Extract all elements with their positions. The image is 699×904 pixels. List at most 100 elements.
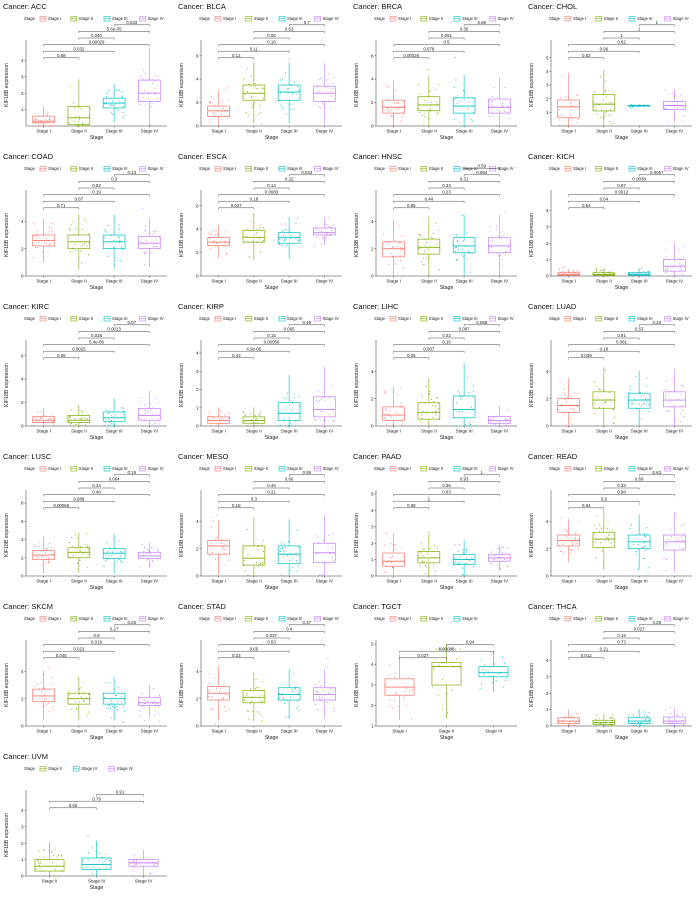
bracket-line [78, 31, 150, 33]
data-point [106, 867, 108, 869]
data-point [132, 869, 134, 871]
data-point [558, 268, 561, 270]
data-point [78, 106, 80, 108]
data-point [389, 699, 391, 701]
data-point [392, 246, 394, 248]
bracket-line [603, 337, 640, 340]
data-point [382, 563, 384, 565]
y-axis-label: KIF18B expression [529, 63, 535, 107]
data-point [322, 102, 324, 104]
bracket-line [78, 337, 115, 340]
data-point [154, 75, 156, 77]
data-point [331, 557, 333, 559]
legend-label: Stage II [48, 766, 62, 771]
data-point [255, 419, 257, 421]
data-point [644, 558, 646, 560]
data-point [597, 425, 599, 427]
pvalue-bracket: 0.62 [568, 40, 675, 47]
data-point [452, 666, 454, 668]
data-point [665, 380, 668, 382]
data-point [82, 125, 84, 127]
y-tick-label: 2 [371, 396, 374, 401]
legend-title: Stage [199, 316, 211, 321]
data-point [154, 710, 157, 712]
bracket-line [113, 324, 150, 327]
data-point [571, 423, 573, 425]
bracket-line [253, 337, 290, 340]
data-point [123, 407, 125, 409]
data-point [38, 124, 40, 127]
x-tick-label: Stage IV [491, 279, 510, 284]
data-point [465, 551, 468, 553]
data-point [644, 711, 646, 713]
data-point [247, 553, 249, 555]
box-stage-iii [452, 395, 476, 419]
data-point [250, 220, 252, 222]
x-axis-label: Stage [440, 735, 454, 741]
pvalue-label: 0.53 [635, 327, 644, 332]
legend-label: Stage I [398, 466, 411, 471]
data-point [72, 545, 74, 547]
data-point [425, 566, 427, 568]
data-point [457, 562, 460, 564]
pvalue-bracket: 0.68 [43, 53, 80, 60]
data-point [319, 418, 321, 420]
data-point [244, 699, 246, 702]
data-point [325, 86, 327, 88]
bracket-line [43, 57, 80, 60]
box-stage-i [207, 105, 230, 117]
data-point [469, 559, 471, 561]
legend-label: Stage III [287, 466, 303, 471]
box-stage-iv [663, 391, 686, 408]
pvalue-bracket: 0.019 [43, 640, 150, 647]
data-point [663, 557, 665, 559]
data-point [644, 535, 646, 537]
data-point [316, 400, 318, 402]
data-point [45, 238, 47, 240]
pvalue-bracket: 0.63 [253, 27, 325, 33]
data-point [226, 575, 228, 577]
pvalue-label: 1 [428, 496, 431, 501]
data-point [104, 228, 106, 231]
legend-label: Stage IV [673, 616, 689, 621]
bracket-line [253, 37, 290, 40]
data-point [635, 550, 637, 553]
y-tick-label: 5 [371, 642, 374, 647]
pvalue-bracket: 0.66 [253, 477, 325, 483]
y-tick-label: 3 [546, 83, 549, 88]
legend-label: Stage IV [148, 166, 164, 171]
x-tick-label: Stage I [211, 729, 226, 734]
pvalue-bracket: 0.084 [463, 170, 500, 177]
legend: Stage Stage I Stage II Stage III Stage IV [199, 466, 339, 472]
data-point [71, 536, 73, 538]
y-axis-label: KIF18B expression [4, 513, 10, 557]
data-point [562, 267, 564, 269]
box-stage-i [557, 99, 580, 119]
box-stage-iv [488, 416, 511, 424]
legend-label: Stage III [637, 316, 653, 321]
x-tick-label: Stage II [71, 129, 87, 134]
data-point [501, 551, 504, 553]
legend-label: Stage I [223, 166, 236, 171]
legend-label: Stage II [254, 616, 268, 621]
data-point [80, 696, 82, 698]
data-point [282, 550, 284, 552]
data-point [390, 109, 392, 111]
data-point [430, 101, 432, 103]
data-point [436, 548, 438, 550]
legend-label: Stage III [112, 616, 128, 621]
data-point [330, 91, 332, 93]
bracket-line [253, 187, 290, 190]
bracket-line [603, 187, 640, 190]
data-point [144, 229, 146, 231]
data-point [139, 566, 141, 568]
data-point [278, 243, 281, 245]
data-point [644, 545, 646, 548]
pvalue-label: 0.22 [285, 177, 294, 182]
data-point [559, 97, 561, 99]
data-point [210, 516, 213, 518]
data-point [246, 91, 248, 93]
data-point [595, 385, 597, 387]
pvalue-bracket: 0.94 [446, 640, 494, 647]
legend-label: Stage II [429, 166, 443, 171]
